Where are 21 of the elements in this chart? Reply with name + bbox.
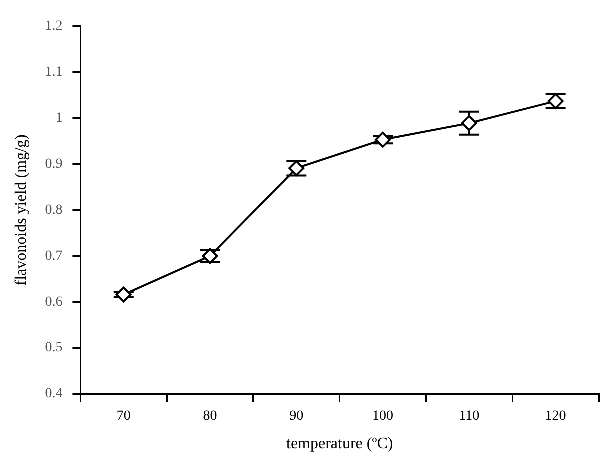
x-axis-title: temperature (ºC) — [286, 436, 394, 453]
point — [116, 286, 132, 303]
y-tick-label: 0.6 — [45, 294, 63, 310]
y-tick-label: 0.7 — [45, 248, 63, 264]
y-tick-label: 0.4 — [45, 386, 63, 402]
y-tick-label: 1 — [56, 110, 63, 126]
y-tick-label: 1.1 — [45, 65, 63, 80]
x-tick-label: 90 — [290, 409, 304, 424]
x-tick-label: 110 — [459, 409, 480, 424]
y-tick-label: 0.8 — [45, 202, 63, 218]
x-tick-label: 120 — [545, 409, 566, 424]
y-axis-title: flavonoids yield (mg/g) — [12, 134, 30, 286]
y-tick-label: 0.5 — [45, 340, 63, 356]
y-tick-label: 0.9 — [45, 156, 63, 172]
y-tick-label: 1.2 — [45, 19, 63, 34]
point — [375, 132, 392, 148]
x-tick-label: 70 — [116, 409, 131, 424]
x-tick-label: 100 — [372, 409, 394, 424]
point — [202, 248, 218, 264]
point — [461, 115, 478, 132]
x-tick-label: 80 — [203, 409, 218, 424]
